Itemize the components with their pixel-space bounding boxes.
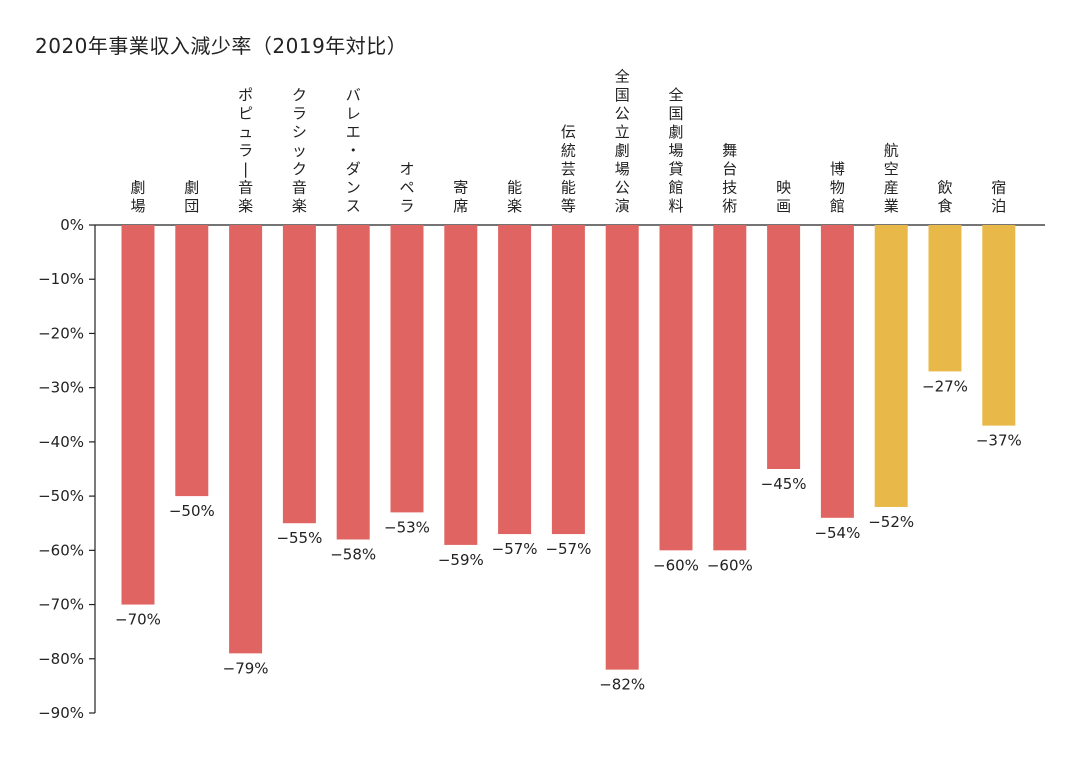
bars-layer xyxy=(121,225,1016,670)
category-label: 映画 xyxy=(776,179,791,216)
bar xyxy=(767,225,801,469)
bar xyxy=(229,225,263,654)
axis-layer: 0% −10% −20% −30% −40% −50% −60% −70% −80% −90% xyxy=(38,216,1045,722)
category-label: オペラ xyxy=(399,160,414,215)
bar xyxy=(982,225,1016,426)
bar xyxy=(498,225,532,535)
category-label: 全国公立劇場公演 xyxy=(615,68,630,216)
y-tick-label: −80% xyxy=(38,650,84,668)
bar-value-label: −54% xyxy=(814,524,860,542)
bar xyxy=(605,225,639,670)
category-label: バレエ・ダンス xyxy=(346,86,361,215)
bar-value-label: −55% xyxy=(276,529,322,547)
category-label: 博物館 xyxy=(830,160,845,215)
bar-value-label: −52% xyxy=(868,513,914,531)
bar-value-label: −82% xyxy=(599,676,645,694)
bar-value-label: −53% xyxy=(384,518,430,536)
category-label: 劇団 xyxy=(184,179,199,216)
category-label: ポピュラ|音楽 xyxy=(238,86,253,215)
bar xyxy=(820,225,854,518)
bar-value-label: −57% xyxy=(492,540,538,558)
category-label: 舞台技術 xyxy=(722,142,737,216)
bar-value-label: −45% xyxy=(761,475,807,493)
category-label: クラシック音楽 xyxy=(292,86,307,215)
bar xyxy=(336,225,370,540)
category-label: 全国劇場貸館料 xyxy=(668,86,683,215)
y-tick-label: −90% xyxy=(38,704,84,722)
category-label: 寄席 xyxy=(453,179,468,216)
y-tick-label: 0% xyxy=(60,216,84,234)
chart-title: 2020年事業収入減少率（2019年対比） xyxy=(35,34,408,58)
bar xyxy=(282,225,316,524)
bar xyxy=(444,225,478,545)
y-tick-label: −60% xyxy=(38,541,84,559)
bar xyxy=(121,225,155,605)
bar xyxy=(390,225,424,513)
y-tick-label: −50% xyxy=(38,487,84,505)
category-label: 航空産業 xyxy=(884,142,899,216)
category-label: 飲食 xyxy=(937,179,952,216)
bar xyxy=(713,225,747,551)
y-tick-label: −20% xyxy=(38,324,84,342)
bar xyxy=(175,225,209,497)
category-label: 劇場 xyxy=(130,179,145,216)
bar-value-label: −79% xyxy=(223,659,269,677)
bar-value-label: −50% xyxy=(169,502,215,520)
labels-layer: −70% −50% −79% −55% −58% −53% −59% −57% −57% −82%… xyxy=(115,377,1022,693)
bar-value-label: −59% xyxy=(438,551,484,569)
bar-value-label: −27% xyxy=(922,377,968,395)
bar xyxy=(659,225,693,551)
bar-value-label: −58% xyxy=(330,545,376,563)
category-label: 宿泊 xyxy=(991,179,1006,216)
bar xyxy=(874,225,908,507)
y-tick-label: −30% xyxy=(38,379,84,397)
y-tick-label: −10% xyxy=(38,270,84,288)
y-tick-label: −70% xyxy=(38,596,84,614)
bar xyxy=(551,225,585,535)
bar xyxy=(928,225,962,372)
bar-value-label: −70% xyxy=(115,611,161,629)
bar-value-label: −37% xyxy=(976,432,1022,450)
category-label: 能楽 xyxy=(507,179,522,216)
bar-value-label: −60% xyxy=(707,556,753,574)
bar-value-label: −57% xyxy=(545,540,591,558)
category-label: 伝統芸能等 xyxy=(561,123,576,215)
y-tick-label: −40% xyxy=(38,433,84,451)
bar-value-label: −60% xyxy=(653,556,699,574)
